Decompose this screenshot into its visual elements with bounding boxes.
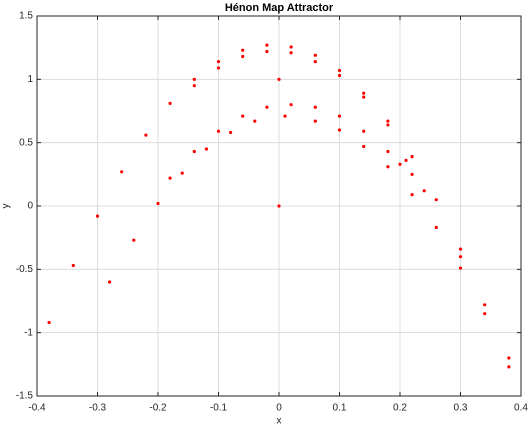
- point: [313, 119, 317, 123]
- point: [289, 45, 293, 49]
- point: [283, 114, 287, 118]
- point: [483, 312, 487, 316]
- point: [180, 171, 184, 175]
- point: [192, 77, 196, 81]
- point: [241, 54, 245, 59]
- y-tick-label: 1.5: [19, 11, 33, 22]
- point: [362, 95, 366, 99]
- x-tick-label: -0.3: [89, 403, 107, 414]
- point: [216, 129, 221, 133]
- point: [289, 51, 293, 55]
- point: [434, 198, 438, 202]
- point: [95, 214, 100, 218]
- point: [108, 280, 112, 284]
- point: [277, 77, 281, 81]
- point: [120, 170, 124, 174]
- point: [168, 176, 172, 180]
- x-tick-label: 0.3: [454, 403, 468, 414]
- point: [277, 204, 281, 208]
- y-tick-label: -1: [24, 327, 33, 338]
- point: [241, 114, 245, 118]
- point: [483, 303, 487, 307]
- plot-frame: [36, 15, 522, 397]
- y-tick-label: 0.5: [19, 137, 33, 148]
- y-tick-label: -0.5: [16, 264, 34, 275]
- point: [229, 130, 233, 135]
- chart-title: Hénon Map Attractor: [225, 2, 334, 14]
- point: [422, 189, 426, 193]
- point: [192, 84, 196, 88]
- point: [47, 320, 51, 325]
- y-tick-label: 0: [27, 201, 33, 212]
- point: [386, 149, 390, 154]
- point: [144, 133, 148, 137]
- point: [458, 255, 463, 259]
- point: [386, 165, 390, 169]
- point: [458, 266, 463, 270]
- x-tick-label: -0.1: [210, 403, 228, 414]
- point: [313, 60, 317, 64]
- point: [192, 149, 196, 154]
- point: [216, 60, 221, 64]
- point: [337, 128, 342, 132]
- point: [386, 123, 390, 127]
- x-axis-label: x: [277, 416, 282, 426]
- point: [507, 356, 511, 360]
- point: [204, 147, 208, 151]
- x-tick-label: 0.1: [333, 403, 347, 414]
- point: [362, 91, 366, 95]
- point: [398, 162, 402, 166]
- point: [458, 247, 463, 251]
- point: [265, 43, 269, 47]
- point: [216, 66, 221, 70]
- point: [337, 114, 342, 118]
- point: [404, 158, 408, 162]
- x-tick-label: 0: [276, 403, 282, 414]
- point: [71, 263, 75, 268]
- point: [507, 365, 511, 369]
- point: [132, 238, 136, 242]
- x-tick-label: 0.2: [393, 403, 407, 414]
- point: [362, 129, 366, 133]
- point: [313, 105, 317, 109]
- point: [410, 193, 414, 197]
- y-axis-label: y: [1, 204, 12, 209]
- point: [289, 103, 293, 107]
- point: [265, 105, 269, 109]
- point: [168, 101, 172, 105]
- y-tick-label: -1.5: [16, 391, 34, 402]
- point: [362, 144, 366, 149]
- point: [337, 73, 342, 78]
- point: [253, 119, 257, 123]
- point: [410, 155, 414, 159]
- x-tick-label: 0.4: [514, 403, 528, 414]
- point: [265, 49, 269, 54]
- point: [410, 172, 414, 176]
- point: [434, 225, 438, 230]
- point: [313, 53, 317, 57]
- point: [241, 48, 245, 52]
- y-tick-label: 1: [27, 74, 33, 85]
- point: [386, 119, 390, 123]
- point: [156, 201, 160, 206]
- x-tick-label: -0.4: [28, 403, 46, 414]
- point: [337, 68, 342, 73]
- x-tick-label: -0.2: [149, 403, 167, 414]
